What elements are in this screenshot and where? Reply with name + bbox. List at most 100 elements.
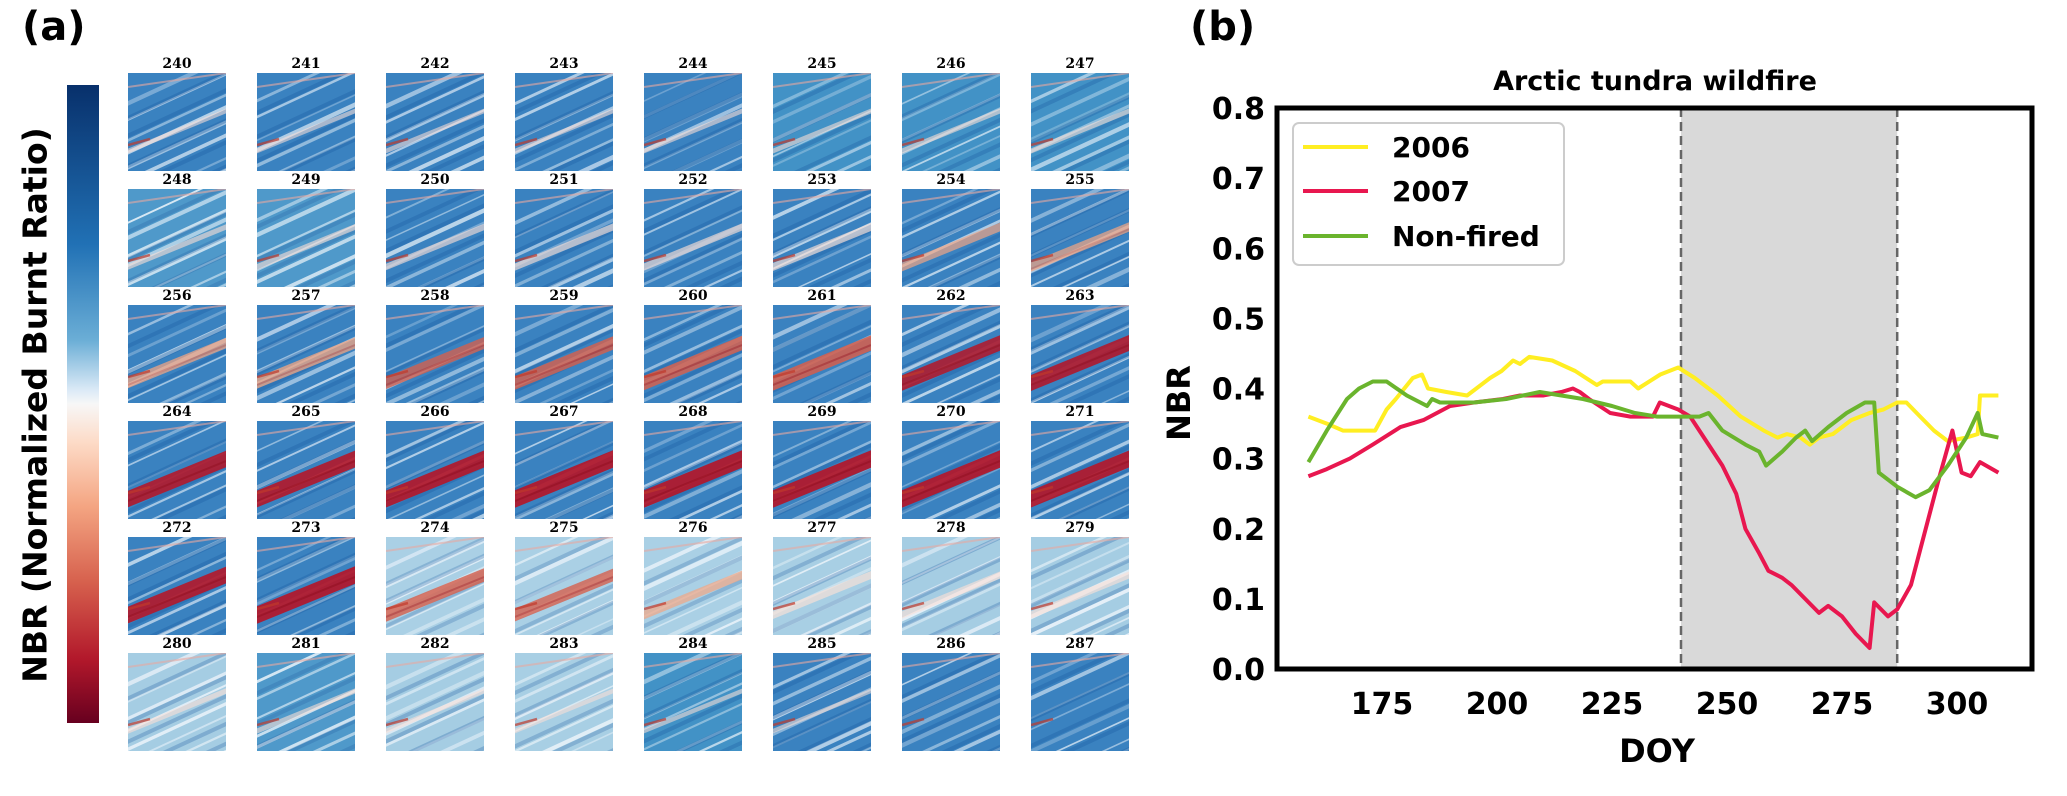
nbr-map-image — [515, 305, 613, 403]
tile-doy-label: 270 — [936, 404, 966, 420]
y-tick-label: 0.4 — [1212, 373, 1265, 408]
nbr-map-image — [902, 73, 1000, 171]
tile-doy-label: 269 — [807, 404, 837, 420]
nbr-map-image — [257, 73, 355, 171]
plot-frame — [1274, 105, 2035, 672]
series-layer — [1306, 354, 2000, 650]
panel-b-label: (b) — [1190, 4, 1256, 50]
nbr-map-image — [1031, 189, 1129, 287]
legend: 2006 2007 Non-fired — [1292, 122, 1565, 266]
nbr-map-image — [515, 537, 613, 635]
tile-doy-label: 256 — [162, 288, 192, 304]
nbr-map-image — [128, 653, 226, 751]
nbr-map-image — [644, 653, 742, 751]
nbr-map-image — [128, 537, 226, 635]
legend-label: Non-fired — [1392, 220, 1540, 253]
nbr-map-image — [386, 421, 484, 519]
y-ticks: 0.0 0.1 0.2 0.3 0.4 0.5 0.6 0.7 0.8 — [1212, 92, 1265, 688]
legend-box — [1292, 122, 1565, 266]
nbr-map-image — [644, 189, 742, 287]
tile-doy-label: 248 — [162, 172, 192, 188]
tile-doy-label: 250 — [420, 172, 450, 188]
tile-doy-label: 275 — [549, 520, 579, 536]
tile-doy-label: 274 — [420, 520, 450, 536]
nbr-map-image — [515, 421, 613, 519]
tile-doy-label: 255 — [1065, 172, 1095, 188]
nbr-map-image — [515, 73, 613, 171]
tile-doy-label: 280 — [162, 636, 192, 652]
tile-doy-label: 244 — [678, 56, 708, 72]
tile-doy-label: 253 — [807, 172, 837, 188]
legend-label: 2006 — [1392, 131, 1470, 164]
tile-doy-label: 254 — [936, 172, 966, 188]
nbr-map-image — [386, 653, 484, 751]
nbr-map-image — [257, 189, 355, 287]
y-tick-label: 0.6 — [1212, 232, 1265, 267]
nbr-map-image — [128, 421, 226, 519]
nbr-map-image — [644, 305, 742, 403]
nbr-map-image — [257, 305, 355, 403]
nbr-map-image — [257, 537, 355, 635]
nbr-map-image — [128, 189, 226, 287]
tile-doy-label: 272 — [162, 520, 192, 536]
tile-doy-label: 277 — [807, 520, 837, 536]
tile-doy-label: 276 — [678, 520, 708, 536]
tile-doy-label: 271 — [1065, 404, 1095, 420]
x-ticks: 175 200 225 250 275 300 — [1351, 687, 1989, 722]
nbr-map-image — [128, 305, 226, 403]
tile-doy-label: 262 — [936, 288, 966, 304]
nbr-map-image — [773, 421, 871, 519]
tile-doy-label: 267 — [549, 404, 579, 420]
y-tick-label: 0.7 — [1212, 162, 1265, 197]
panel-a-label: (a) — [22, 4, 86, 50]
x-tick-label: 175 — [1351, 687, 1414, 722]
nbr-map-image — [644, 537, 742, 635]
nbr-map-image — [1031, 305, 1129, 403]
tile-doy-label: 245 — [807, 56, 837, 72]
nbr-map-image — [902, 189, 1000, 287]
tile-doy-label: 287 — [1065, 636, 1095, 652]
y-tick-label: 0.0 — [1212, 653, 1265, 688]
nbr-map-image — [902, 653, 1000, 751]
x-tick-label: 275 — [1811, 687, 1874, 722]
x-tick-label: 300 — [1926, 687, 1989, 722]
nbr-map-image — [1031, 537, 1129, 635]
nbr-map-image — [902, 537, 1000, 635]
legend-label: 2007 — [1392, 175, 1470, 208]
tile-doy-label: 264 — [162, 404, 192, 420]
nbr-map-image — [257, 421, 355, 519]
tile-doy-label: 257 — [291, 288, 321, 304]
tile-doy-label: 243 — [549, 56, 579, 72]
nbr-map-image — [386, 305, 484, 403]
nbr-map-image — [257, 653, 355, 751]
nbr-map-image — [902, 421, 1000, 519]
nbr-map-image — [1031, 73, 1129, 171]
tile-doy-label: 249 — [291, 172, 321, 188]
tile-doy-label: 278 — [936, 520, 966, 536]
tile-doy-label: 242 — [420, 56, 450, 72]
x-axis-label: DOY — [1619, 732, 1696, 770]
nbr-map-image — [644, 421, 742, 519]
y-tick-label: 0.3 — [1212, 443, 1265, 478]
y-tick-label: 0.1 — [1212, 583, 1265, 618]
tile-doy-label: 282 — [420, 636, 450, 652]
y-tick-label: 0.5 — [1212, 302, 1265, 337]
tile-doy-label: 258 — [420, 288, 450, 304]
nbr-map-image — [773, 305, 871, 403]
tile-doy-label: 273 — [291, 520, 321, 536]
tile-doy-label: 285 — [807, 636, 837, 652]
tile-doy-label: 259 — [549, 288, 579, 304]
nbr-map-image — [386, 73, 484, 171]
tile-doy-label: 279 — [1065, 520, 1095, 536]
chart-title: Arctic tundra wildfire — [1493, 66, 1817, 97]
fire-period-shading — [1679, 108, 1899, 669]
x-tick-label: 200 — [1466, 687, 1529, 722]
nbr-map-image — [386, 537, 484, 635]
tile-doy-label: 268 — [678, 404, 708, 420]
nbr-map-image — [386, 189, 484, 287]
y-tick-label: 0.8 — [1212, 92, 1265, 127]
nbr-map-image — [515, 189, 613, 287]
nbr-map-image — [128, 73, 226, 171]
tile-doy-label: 260 — [678, 288, 708, 304]
